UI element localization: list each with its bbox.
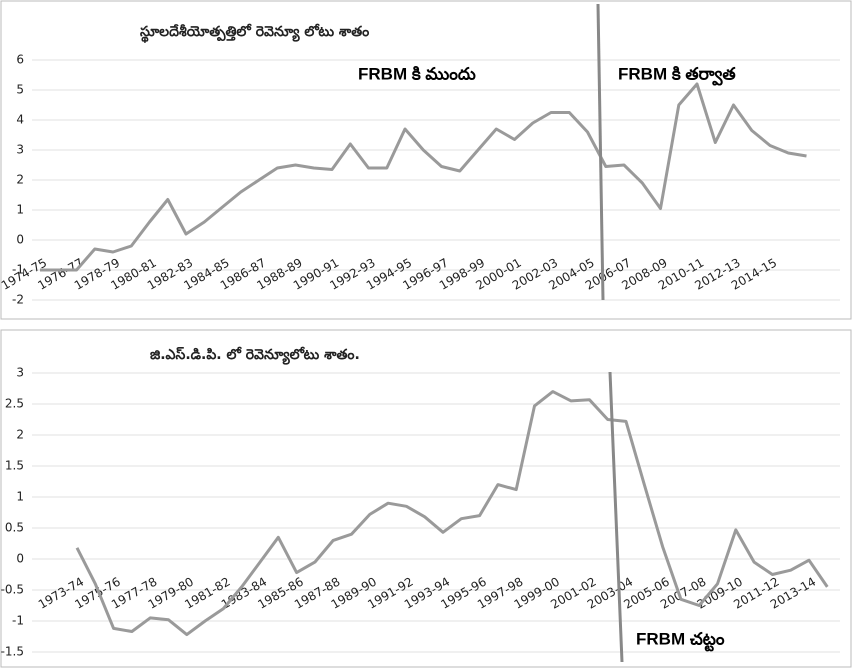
y-tick-label: 1.5: [5, 459, 24, 473]
y-tick-label: 0: [16, 233, 24, 247]
frbm-marker: [596, 3, 605, 301]
y-tick-label: 3: [16, 366, 24, 380]
line-series: [75, 390, 829, 637]
y-tick-label: 4: [16, 113, 24, 127]
panel: [0, 0, 852, 320]
frbm-marker: [608, 371, 624, 663]
panel: [0, 329, 852, 668]
y-tick-label: -1: [12, 614, 24, 628]
y-tick-label: 2: [16, 428, 24, 442]
annotation: FRBM చట్టం: [636, 629, 725, 651]
line-series: [40, 82, 807, 272]
y-tick-label: -1: [12, 263, 24, 277]
y-tick-label: 2: [16, 173, 24, 187]
y-tick-label: -1.5: [1, 645, 24, 659]
y-tick-label: 3: [16, 143, 24, 157]
annotation: FRBM కి తర్వాత: [618, 64, 736, 86]
chart-title: జి.ఎస్.డి.పి. లో రెవెన్యూలోటు శాతం.: [150, 346, 360, 365]
y-tick-label: -2: [12, 293, 24, 307]
y-tick-label: 2.5: [5, 397, 24, 411]
annotation: FRBM కి ముందు: [358, 64, 476, 83]
y-tick-label: 0: [16, 552, 24, 566]
y-tick-label: 0.5: [5, 521, 24, 535]
y-tick-label: -0.5: [1, 583, 24, 597]
y-tick-label: 5: [16, 83, 24, 97]
y-tick-label: 1: [16, 203, 24, 217]
y-tick-label: 6: [16, 53, 24, 67]
chart-title: స్థూలదేశీయోత్పత్తిలో రెవెన్యూ లోటు శాతం: [140, 24, 369, 43]
y-tick-label: 1: [16, 490, 24, 504]
